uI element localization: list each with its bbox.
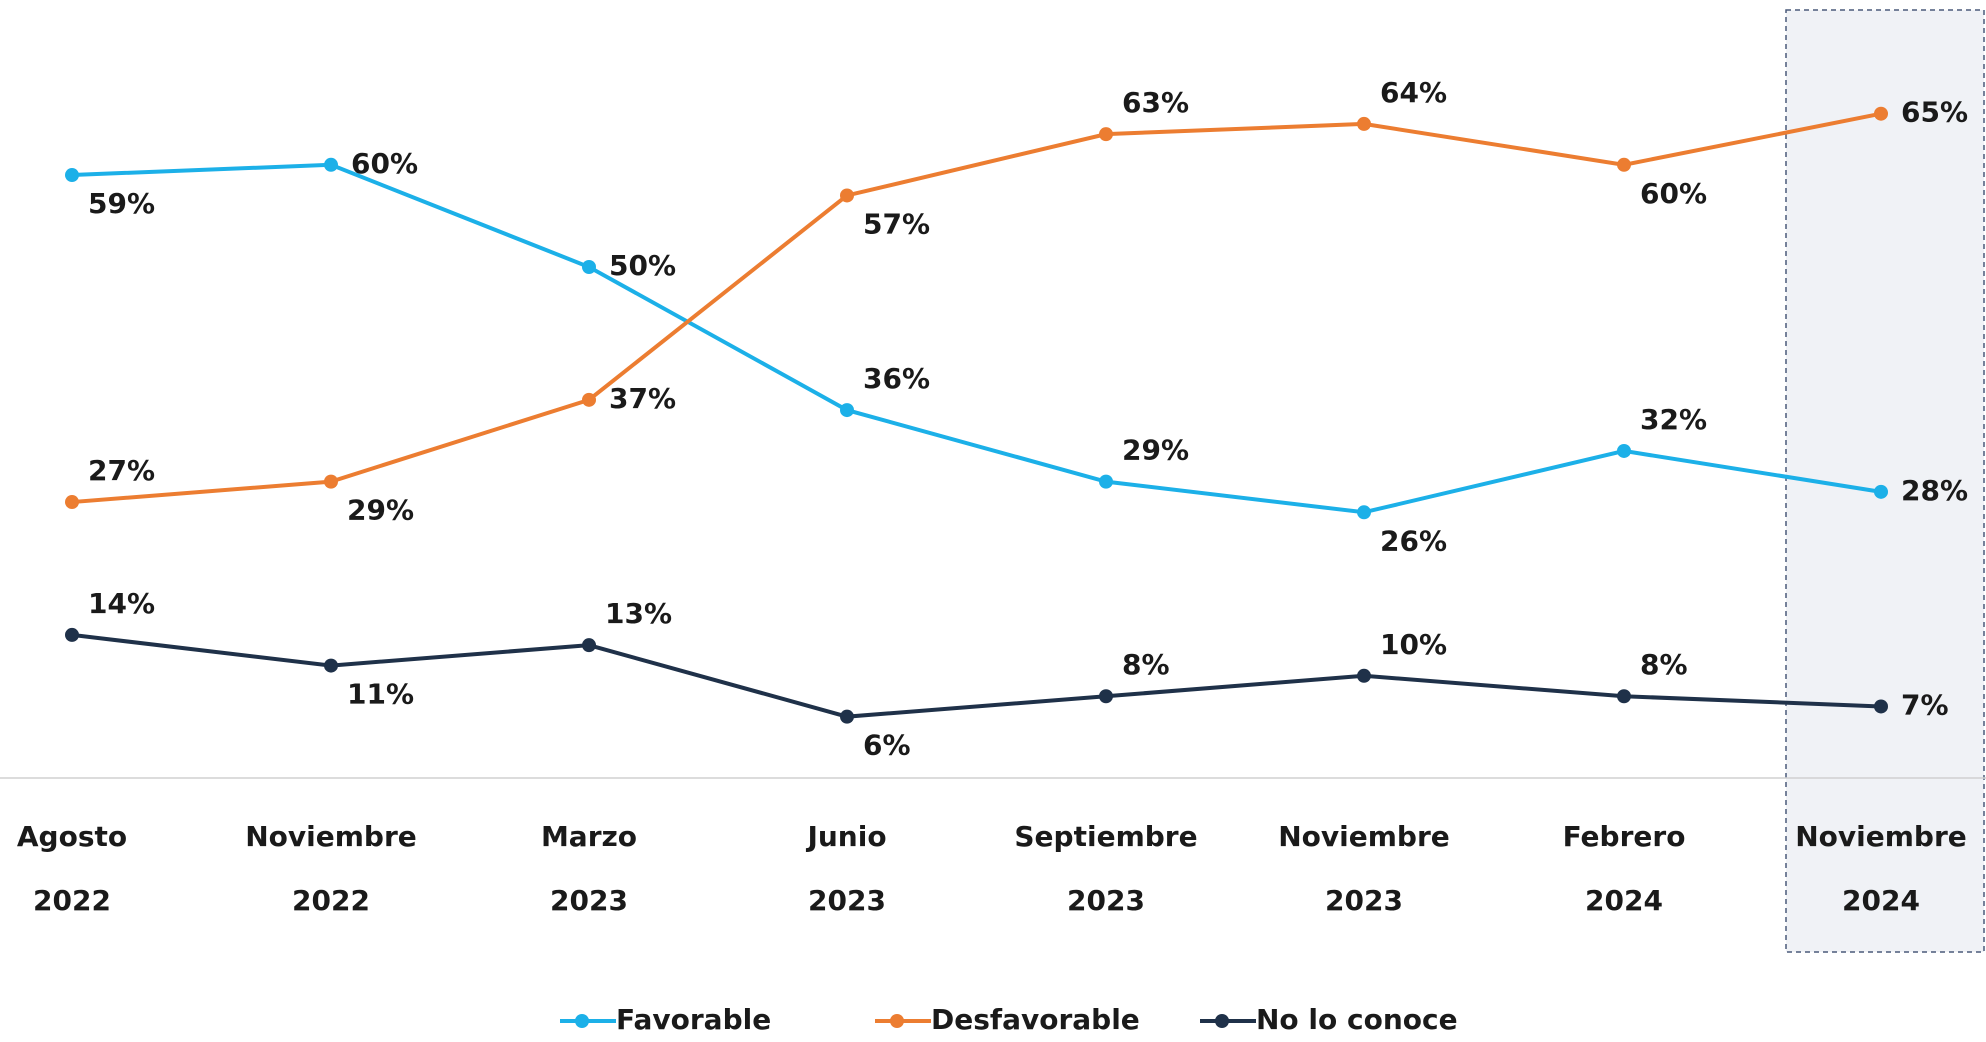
point xyxy=(324,659,338,673)
data-label: 60% xyxy=(351,147,418,180)
data-label: 29% xyxy=(347,494,414,527)
data-label: 37% xyxy=(609,382,676,415)
series-line xyxy=(72,635,1881,717)
point xyxy=(65,495,79,509)
legend-label: Favorable xyxy=(616,1003,771,1036)
x-tick-label: 2022 xyxy=(33,884,111,917)
chart: Agosto 2022 Noviembre 2022 Marzo 2023 Junio 202… xyxy=(0,0,1986,1038)
point xyxy=(1357,117,1371,131)
data-label: 64% xyxy=(1380,76,1447,109)
data-label: 13% xyxy=(605,597,672,630)
point xyxy=(1617,444,1631,458)
data-label: 60% xyxy=(1640,177,1707,210)
x-tick-label: Junio xyxy=(805,820,886,853)
x-tick-label: Febrero xyxy=(1563,820,1686,853)
data-label: 6% xyxy=(863,729,911,762)
point xyxy=(840,188,854,202)
point xyxy=(65,168,79,182)
point xyxy=(1617,158,1631,172)
x-tick-label: Noviembre xyxy=(245,820,417,853)
point xyxy=(65,628,79,642)
data-label: 36% xyxy=(863,362,930,395)
legend-label: No lo conoce xyxy=(1256,1003,1458,1036)
point xyxy=(1357,505,1371,519)
point xyxy=(1874,485,1888,499)
data-label: 63% xyxy=(1122,86,1189,119)
x-tick-label: Septiembre xyxy=(1014,820,1197,853)
point xyxy=(1099,475,1113,489)
point xyxy=(324,475,338,489)
data-label: 59% xyxy=(88,187,155,220)
point xyxy=(582,260,596,274)
x-tick-label: Marzo xyxy=(541,820,637,853)
point xyxy=(324,158,338,172)
x-tick-label: 2023 xyxy=(808,884,886,917)
data-label: 14% xyxy=(88,587,155,620)
x-tick-label: 2023 xyxy=(550,884,628,917)
x-tick-label: 2024 xyxy=(1842,884,1920,917)
x-tick-label: 2022 xyxy=(292,884,370,917)
data-label: 26% xyxy=(1380,524,1447,557)
point xyxy=(582,638,596,652)
point xyxy=(1617,689,1631,703)
data-label: 57% xyxy=(863,207,930,240)
legend-dot xyxy=(890,1014,904,1028)
legend-label: Desfavorable xyxy=(931,1003,1140,1036)
data-label: 32% xyxy=(1640,403,1707,436)
legend-dot xyxy=(1215,1014,1229,1028)
point xyxy=(1874,699,1888,713)
legend-dot xyxy=(575,1014,589,1028)
data-label: 11% xyxy=(347,678,414,711)
x-tick-label: Noviembre xyxy=(1278,820,1450,853)
data-label: 8% xyxy=(1122,648,1170,681)
series-line xyxy=(72,165,1881,512)
page: {"chart_data": {"type": "line", "categor… xyxy=(0,0,1986,1038)
data-label: 65% xyxy=(1901,96,1968,129)
data-label: 10% xyxy=(1380,628,1447,661)
point xyxy=(1099,689,1113,703)
x-tick-label: Noviembre xyxy=(1795,820,1967,853)
data-label: 27% xyxy=(88,454,155,487)
point xyxy=(1099,127,1113,141)
data-label: 29% xyxy=(1122,434,1189,467)
point xyxy=(840,403,854,417)
data-label: 50% xyxy=(609,249,676,282)
data-label: 28% xyxy=(1901,474,1968,507)
x-tick-label: 2023 xyxy=(1067,884,1145,917)
x-tick-label: Agosto xyxy=(17,820,127,853)
point xyxy=(840,710,854,724)
x-tick-label: 2024 xyxy=(1585,884,1663,917)
point xyxy=(582,393,596,407)
data-label: 7% xyxy=(1901,688,1949,721)
data-label: 8% xyxy=(1640,648,1688,681)
point xyxy=(1357,669,1371,683)
x-tick-label: 2023 xyxy=(1325,884,1403,917)
point xyxy=(1874,107,1888,121)
